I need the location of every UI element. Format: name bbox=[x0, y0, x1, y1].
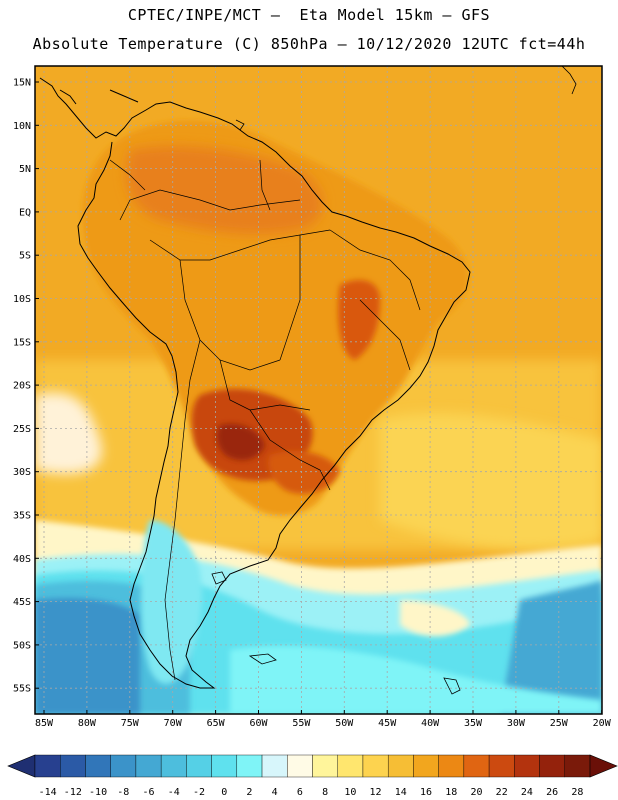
colorbar-label: 14 bbox=[395, 787, 407, 798]
lon-label: 30W bbox=[507, 718, 526, 729]
colorbar-label: 6 bbox=[297, 787, 303, 798]
graticule bbox=[35, 66, 602, 714]
colorbar-under-arrow bbox=[7, 754, 36, 778]
lat-label: 20S bbox=[13, 381, 31, 392]
colorbar-label: 20 bbox=[470, 787, 482, 798]
lat-label: EQ bbox=[19, 207, 31, 218]
longitude-tick-labels: 85W 80W 75W 70W 65W 60W 55W 50W 45W 40W 35W 30W 25W 2… bbox=[35, 710, 612, 729]
colorbar-label: 8 bbox=[322, 787, 328, 798]
lat-label: 25S bbox=[13, 424, 31, 435]
colorbar-label: 2 bbox=[246, 787, 252, 798]
lat-label: 35S bbox=[13, 511, 31, 522]
lat-label: 15S bbox=[13, 337, 31, 348]
country-borders bbox=[109, 159, 421, 681]
colorbar-swatch bbox=[85, 754, 111, 778]
lat-label: 15N bbox=[13, 78, 31, 89]
colorbar-swatch bbox=[514, 754, 540, 778]
colorbar-label: 18 bbox=[445, 787, 457, 798]
colorbar-swatch bbox=[387, 754, 414, 778]
lon-label: 85W bbox=[35, 718, 54, 729]
colorbar-swatch bbox=[312, 754, 338, 778]
lon-label: 25W bbox=[550, 718, 569, 729]
lon-label: 70W bbox=[164, 718, 183, 729]
colorbar-swatch bbox=[261, 754, 288, 778]
lat-label: 40S bbox=[13, 554, 31, 565]
map-frame bbox=[34, 65, 603, 715]
colorbar-swatch bbox=[34, 754, 61, 778]
colorbar-swatch bbox=[488, 754, 515, 778]
colorbar-swatch bbox=[60, 754, 86, 778]
lat-label: 30S bbox=[13, 467, 31, 478]
colorbar: -14 -12 -10 -8 -6 -4 -2 0 2 4 6 8 10 12 14 16 18 20 22 24 26… bbox=[7, 754, 618, 798]
colorbar-swatch bbox=[564, 754, 591, 778]
colorbar-label: -6 bbox=[142, 787, 154, 798]
colorbar-label: 0 bbox=[221, 787, 227, 798]
lat-label: 5N bbox=[19, 164, 31, 175]
colorbar-label: -8 bbox=[117, 787, 129, 798]
colorbar-swatch bbox=[539, 754, 565, 778]
colorbar-label: 4 bbox=[272, 787, 278, 798]
lon-label: 20W bbox=[593, 718, 612, 729]
lat-label: 10S bbox=[13, 294, 31, 305]
colorbar-swatch bbox=[160, 754, 187, 778]
colorbar-swatch bbox=[211, 754, 238, 778]
colorbar-swatch bbox=[413, 754, 439, 778]
colorbar-swatch bbox=[463, 754, 490, 778]
temperature-field bbox=[35, 66, 602, 714]
colorbar-label: 10 bbox=[344, 787, 356, 798]
lon-label: 45W bbox=[378, 718, 397, 729]
colorbar-label: -10 bbox=[89, 787, 107, 798]
islands bbox=[211, 66, 577, 695]
colorbar-label: 26 bbox=[546, 787, 558, 798]
latitude-tick-labels: 15N 10N 5N EQ 5S 10S 15S 20S 25S 30S 35S 40S 45S 50S 5… bbox=[13, 78, 39, 695]
colorbar-swatch bbox=[337, 754, 364, 778]
lon-label: 35W bbox=[464, 718, 483, 729]
colorbar-swatch bbox=[135, 754, 162, 778]
lon-label: 80W bbox=[78, 718, 97, 729]
colorbar-swatch bbox=[438, 754, 465, 778]
colorbar-over-arrow bbox=[589, 754, 618, 778]
colorbar-swatch bbox=[362, 754, 389, 778]
lon-label: 60W bbox=[249, 718, 268, 729]
colorbar-label: 22 bbox=[496, 787, 508, 798]
lon-label: 55W bbox=[292, 718, 311, 729]
lat-label: 10N bbox=[13, 121, 31, 132]
colorbar-label: -12 bbox=[64, 787, 82, 798]
lon-label: 50W bbox=[335, 718, 354, 729]
coastline bbox=[39, 77, 471, 689]
lon-label: 65W bbox=[207, 718, 226, 729]
colorbar-swatch bbox=[236, 754, 263, 778]
lon-label: 40W bbox=[421, 718, 440, 729]
colorbar-label: 16 bbox=[420, 787, 432, 798]
colorbar-swatch bbox=[287, 754, 313, 778]
colorbar-label: 24 bbox=[521, 787, 533, 798]
colorbar-label: 28 bbox=[571, 787, 583, 798]
colorbar-label: 12 bbox=[370, 787, 382, 798]
lat-label: 55S bbox=[13, 684, 31, 695]
map-title-line1: CPTEC/INPE/MCT – Eta Model 15km – GFS bbox=[127, 6, 491, 24]
lat-label: 50S bbox=[13, 640, 31, 651]
colorbar-label: -2 bbox=[193, 787, 205, 798]
colorbar-label: -14 bbox=[39, 787, 57, 798]
colorbar-swatch bbox=[110, 754, 137, 778]
colorbar-swatch bbox=[186, 754, 212, 778]
lat-label: 5S bbox=[19, 251, 31, 262]
lon-label: 75W bbox=[121, 718, 140, 729]
map-title-line2: Absolute Temperature (C) 850hPa – 10/12/… bbox=[32, 35, 586, 53]
lat-label: 45S bbox=[13, 597, 31, 608]
colorbar-label: -4 bbox=[168, 787, 180, 798]
